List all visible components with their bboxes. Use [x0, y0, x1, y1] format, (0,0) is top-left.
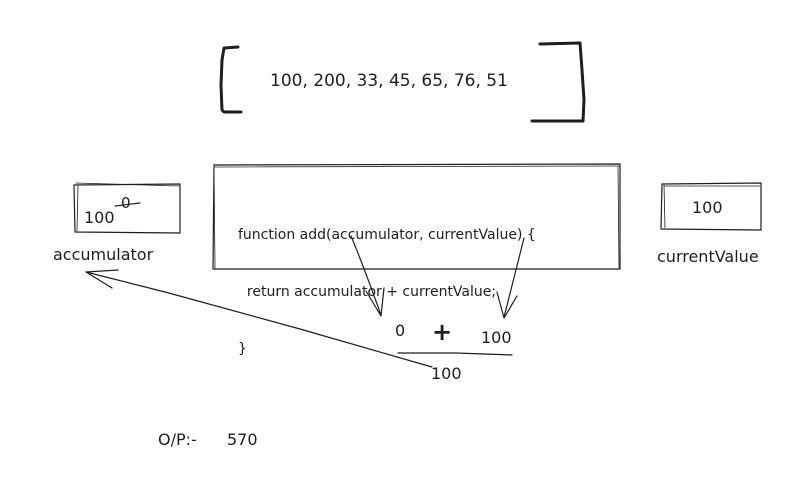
code-line-2: return accumulator + currentValue;	[238, 284, 497, 300]
code-line-3: }	[238, 341, 247, 357]
accumulator-box-sketch	[75, 182, 180, 232]
operand-right: 100	[481, 328, 512, 347]
current-value-label: currentValue	[657, 247, 759, 266]
output-label: O/P:-	[158, 430, 197, 449]
operand-left: 0	[395, 321, 406, 340]
current-value-box	[660, 182, 762, 231]
accumulator-box	[73, 183, 181, 234]
current-value-value: 100	[692, 198, 723, 217]
function-box	[212, 163, 621, 270]
arrow-accumulator-to-zero	[350, 235, 382, 316]
accumulator-old-value-strike	[114, 202, 141, 207]
code-line-1: function add(accumulator, currentValue) …	[238, 227, 536, 243]
output-value: 570	[227, 430, 258, 449]
current-value-box-sketch	[663, 184, 761, 229]
arrow-current-value-to-operand	[503, 237, 525, 318]
operation-result: 100	[431, 364, 462, 383]
accumulator-label: accumulator	[53, 245, 154, 264]
accumulator-value: 100	[84, 208, 115, 227]
function-box-sketch	[213, 165, 620, 269]
sum-line	[397, 352, 513, 356]
operator-plus: +	[432, 318, 453, 346]
function-code: function add(accumulator, currentValue) …	[238, 188, 536, 378]
array-right-bracket	[530, 41, 586, 123]
arrow-result-to-accumulator	[85, 271, 433, 368]
accumulator-old-value: 0	[121, 194, 131, 212]
array-left-bracket	[219, 45, 243, 114]
array-values: 100, 200, 33, 45, 65, 76, 51	[270, 71, 508, 91]
